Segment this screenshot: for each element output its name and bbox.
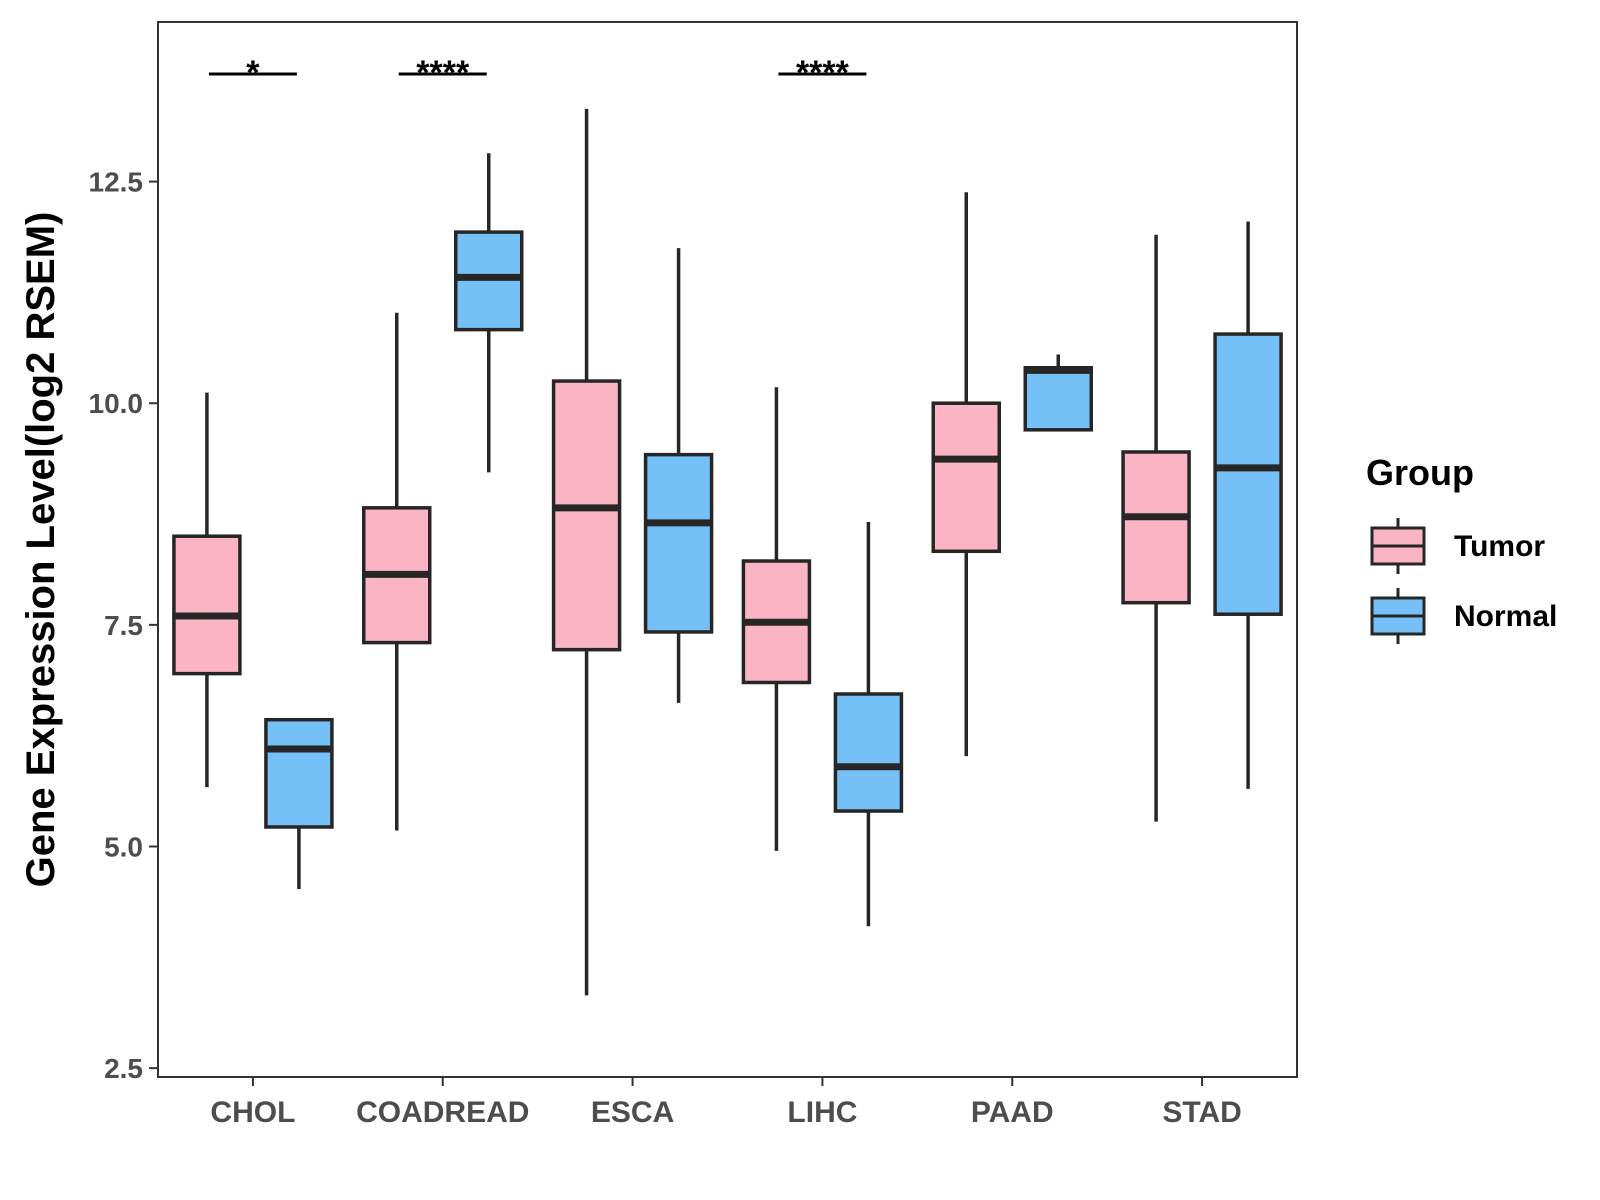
- x-tick-label-esca: ESCA: [591, 1096, 674, 1129]
- y-tick-label: 7.5: [104, 610, 143, 641]
- y-tick-label: 2.5: [104, 1053, 143, 1084]
- box-normal-lihc: [833, 692, 904, 813]
- panel-border: [157, 21, 1298, 1078]
- x-tick-label-paad: PAAD: [971, 1096, 1054, 1129]
- legend-title: Group: [1366, 452, 1474, 493]
- y-tick-label: 5.0: [104, 831, 143, 862]
- x-tick-label-lihc: LIHC: [787, 1096, 857, 1129]
- x-tick-label-chol: CHOL: [210, 1096, 295, 1129]
- legend-label-normal: Normal: [1454, 600, 1557, 633]
- whiskers: [205, 108, 1250, 996]
- box-tumor-esca: [551, 379, 622, 652]
- axes: 2.5 5.0 7.5 10.0 12.5 CHOL COADREAD ESCA LIHC PAA…: [19, 167, 1242, 1129]
- y-tick-label: 10.0: [89, 388, 144, 419]
- box-normal-paad: [1023, 366, 1093, 432]
- significance-label-coadread: ****: [416, 54, 470, 92]
- legend-label-tumor: Tumor: [1454, 530, 1545, 563]
- box-normal-stad: [1213, 332, 1283, 616]
- y-tick-label: 12.5: [89, 167, 144, 198]
- box-tumor-chol: [172, 534, 242, 676]
- box-tumor-paad: [931, 401, 1001, 554]
- y-axis-title: Gene Expression Level(log2 RSEM): [19, 212, 63, 888]
- plot-panel: [157, 21, 1298, 1078]
- x-tick-label-stad: STAD: [1162, 1096, 1241, 1129]
- significance-annotations: * **** ****: [208, 54, 867, 92]
- medians: [173, 273, 1282, 771]
- legend: Group Tumor Normal: [1366, 452, 1557, 644]
- significance-label-lihc: ****: [796, 54, 850, 92]
- significance-label-chol: *: [246, 54, 260, 92]
- box-normal-esca: [643, 452, 714, 634]
- box-normal-coadread: [454, 230, 524, 332]
- x-tick-label-coadread: COADREAD: [356, 1096, 529, 1129]
- box-normal-chol: [264, 717, 334, 829]
- box-tumor-stad: [1121, 450, 1191, 605]
